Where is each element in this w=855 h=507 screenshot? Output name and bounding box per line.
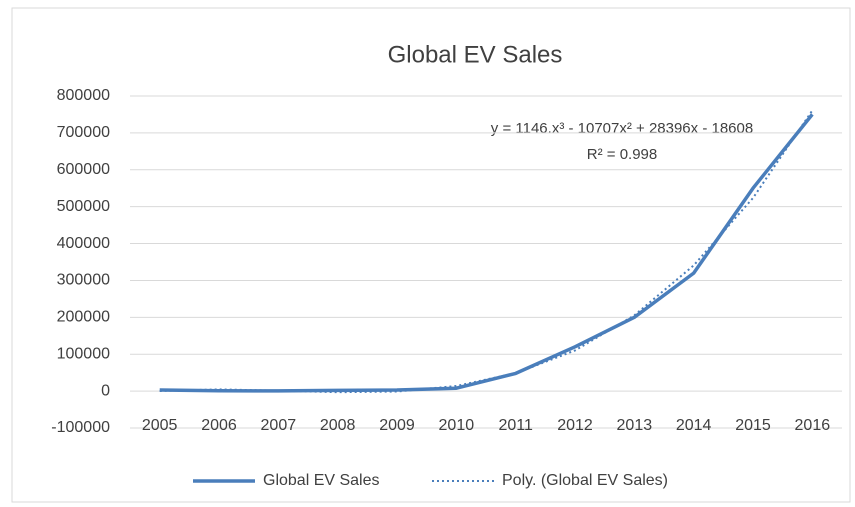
x-tick-label: 2005 <box>142 417 178 434</box>
x-tick-label: 2007 <box>261 417 297 434</box>
x-tick-label: 2011 <box>498 417 533 434</box>
chart-frame <box>11 7 851 503</box>
y-tick-label: 0 <box>101 382 110 399</box>
y-tick-label: 600000 <box>57 161 110 178</box>
y-tick-label: 100000 <box>57 345 110 362</box>
y-tick-label: 700000 <box>57 124 110 141</box>
x-tick-label: 2013 <box>617 417 653 434</box>
y-tick-label: -100000 <box>51 419 110 436</box>
y-tick-label: 800000 <box>57 87 110 104</box>
x-tick-label: 2006 <box>201 417 237 434</box>
x-tick-label: 2014 <box>676 417 712 434</box>
trend-equation: y = 1146.x³ - 10707x² + 28396x - 18608 <box>491 120 753 137</box>
legend-label: Poly. (Global EV Sales) <box>502 472 668 489</box>
y-tick-label: 400000 <box>57 235 110 252</box>
x-tick-label: 2016 <box>795 417 831 434</box>
y-tick-label: 300000 <box>57 272 110 289</box>
x-tick-label: 2010 <box>439 417 475 434</box>
chart-title: Global EV Sales <box>388 41 563 68</box>
x-tick-label: 2012 <box>557 417 593 434</box>
x-tick-label: 2009 <box>379 417 415 434</box>
y-tick-label: 200000 <box>57 309 110 326</box>
legend-label: Global EV Sales <box>263 472 380 489</box>
x-tick-label: 2008 <box>320 417 356 434</box>
trend-r2: R² = 0.998 <box>587 146 657 163</box>
x-tick-label: 2015 <box>735 417 771 434</box>
series-line <box>159 113 814 393</box>
y-tick-label: 500000 <box>57 198 110 215</box>
